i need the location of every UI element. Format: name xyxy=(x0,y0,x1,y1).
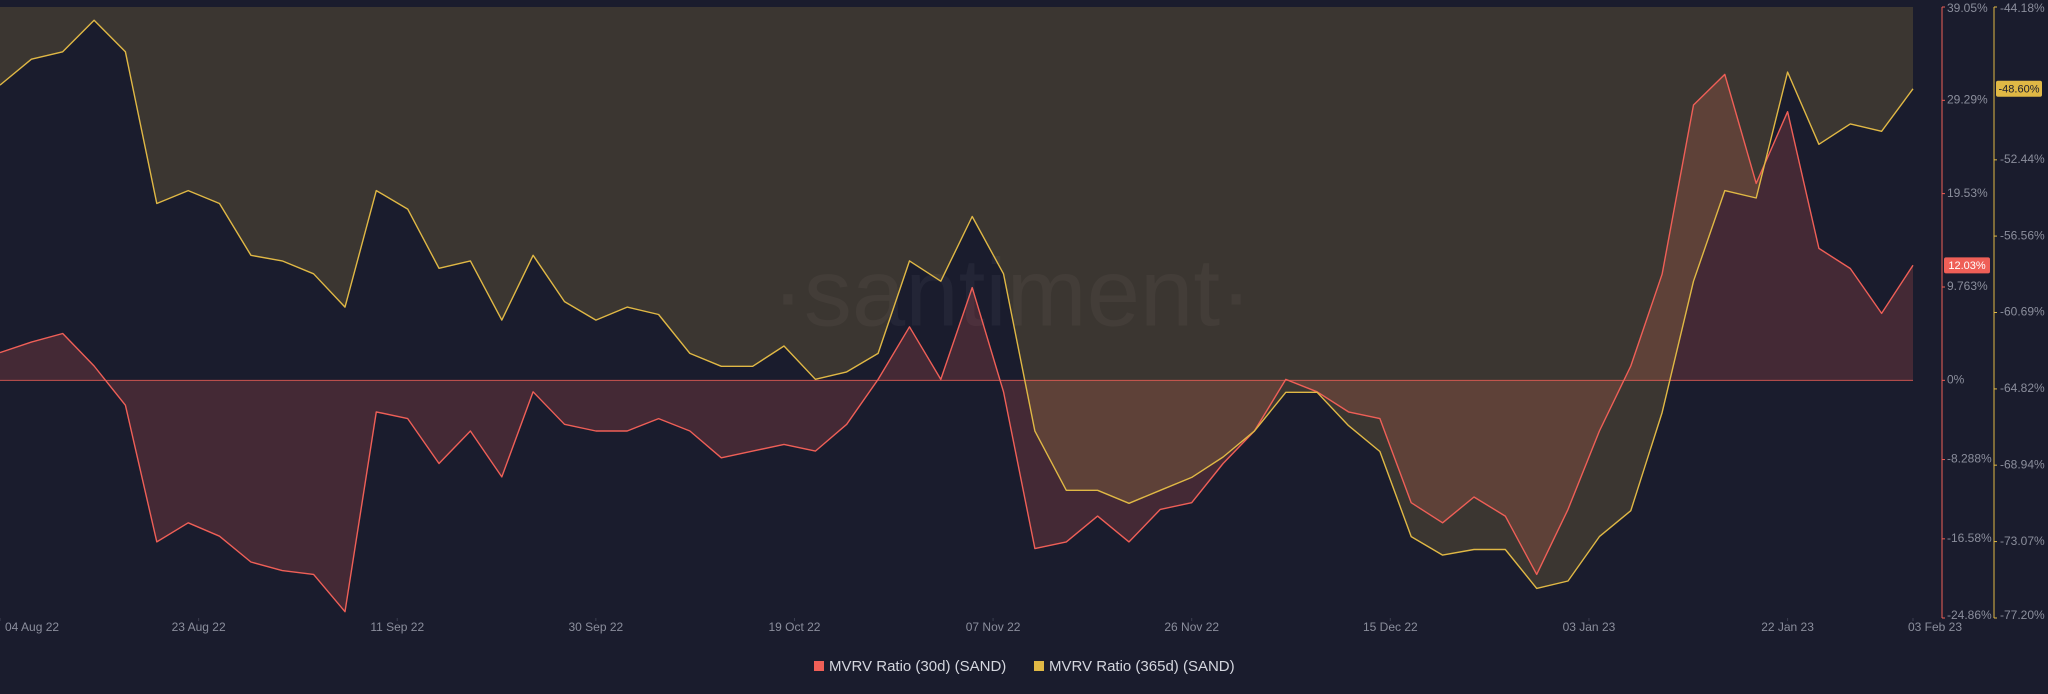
x-tick-label: 03 Jan 23 xyxy=(1563,620,1616,634)
y2-tick-label: -73.07% xyxy=(2000,534,2045,548)
legend: MVRV Ratio (30d) (SAND) MVRV Ratio (365d)… xyxy=(814,658,1235,675)
y-tick-label: -24.86% xyxy=(1947,608,1992,622)
x-tick-label: 15 Dec 22 xyxy=(1363,620,1418,634)
x-tick-label: 07 Nov 22 xyxy=(966,620,1021,634)
legend-swatch xyxy=(814,661,824,671)
value-badge xyxy=(1944,257,1990,274)
y2-tick-label: -44.18% xyxy=(2000,1,2045,15)
series-line xyxy=(0,73,1914,613)
legend-swatch xyxy=(1034,661,1044,671)
legend-label: MVRV Ratio (365d) (SAND) xyxy=(1049,658,1235,675)
y-tick-label: 0% xyxy=(1947,373,1965,387)
y-tick-label: -8.288% xyxy=(1947,452,1992,466)
legend-item[interactable]: MVRV Ratio (30d) (SAND) xyxy=(814,658,1006,675)
x-tick-label: 19 Oct 22 xyxy=(768,620,820,634)
series-line xyxy=(0,19,1914,590)
y2-tick-label: -77.20% xyxy=(2000,608,2045,622)
area xyxy=(0,7,1913,589)
x-tick-label: 11 Sep 22 xyxy=(370,620,424,634)
y-tick-label: 39.05% xyxy=(1947,1,1988,15)
y-tick-label: -16.58% xyxy=(1947,531,1992,545)
legend-item[interactable]: MVRV Ratio (365d) (SAND) xyxy=(1034,658,1235,675)
y2-tick-label: -60.69% xyxy=(2000,305,2045,319)
x-tick-label: 23 Aug 22 xyxy=(172,620,226,634)
value-badge-label: -48.60% xyxy=(1999,84,2040,96)
area xyxy=(0,74,1913,612)
y2-tick-label: -68.94% xyxy=(2000,457,2045,471)
value-badge-label: 12.03% xyxy=(1948,260,1986,272)
x-tick-label: 04 Aug 22 xyxy=(5,620,59,634)
y-tick-label: 29.29% xyxy=(1947,92,1988,106)
y2-tick-label: -52.44% xyxy=(2000,152,2045,166)
value-badge xyxy=(1996,80,2042,97)
y2-tick-label: -64.82% xyxy=(2000,381,2045,395)
x-tick-label: 22 Jan 23 xyxy=(1761,620,1814,634)
y2-tick-label: -56.56% xyxy=(2000,228,2045,242)
x-tick-label: 26 Nov 22 xyxy=(1164,620,1219,634)
watermark: ·santiment· xyxy=(772,239,1252,346)
x-tick-label: 03 Feb 23 xyxy=(1908,620,1962,634)
y-tick-label: 19.53% xyxy=(1947,186,1988,200)
y-tick-label: 9.763% xyxy=(1947,279,1988,293)
x-tick-label: 30 Sep 22 xyxy=(568,620,623,634)
legend-label: MVRV Ratio (30d) (SAND) xyxy=(829,658,1006,675)
